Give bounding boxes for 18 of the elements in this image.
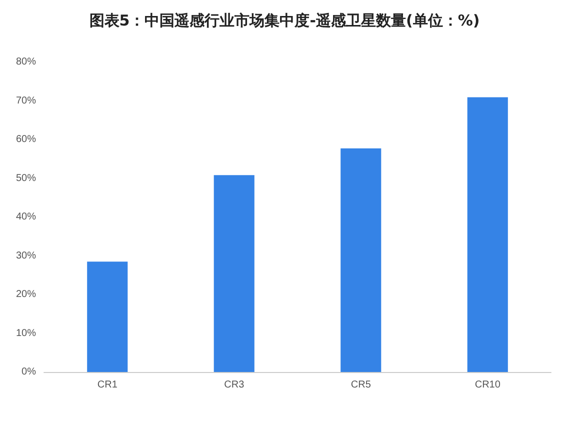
bar — [214, 175, 254, 372]
y-tick-label: 0% — [22, 366, 36, 378]
y-tick-label: 20% — [16, 289, 36, 300]
bar — [340, 148, 382, 372]
y-tick-label: 60% — [16, 134, 36, 145]
y-tick-label: 70% — [16, 95, 36, 106]
y-tick-label: 30% — [16, 250, 36, 262]
bar — [87, 262, 128, 372]
bar — [467, 97, 508, 372]
x-tick-label: CR1 — [97, 380, 118, 390]
y-tick-label: 40% — [16, 212, 36, 222]
x-tick-label: CR5 — [350, 380, 372, 390]
y-tick-label: 10% — [16, 328, 36, 339]
chart-title: 图表5：中国遥感行业市场集中度-遥感卫星数量(单位：%) — [89, 12, 480, 30]
y-tick-label: 50% — [16, 172, 36, 184]
x-tick-label: CR10 — [474, 380, 501, 390]
x-tick-label: CR3 — [224, 380, 245, 390]
y-tick-label: 80% — [16, 56, 36, 68]
